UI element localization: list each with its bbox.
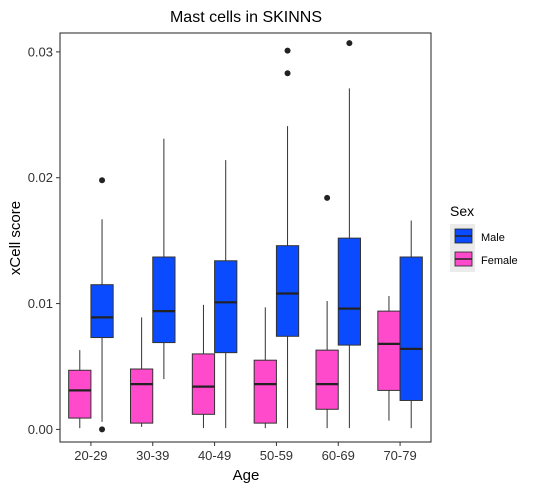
x-tick-label: 50-59 — [260, 448, 293, 463]
box-female — [315, 349, 339, 410]
outlier-point — [324, 194, 331, 201]
outlier-point — [99, 177, 106, 184]
plot-layer: 0.00 0.01 0.02 0.03 20-29 30-39 40-49 50-59 60-6… — [28, 40, 423, 463]
y-tick-label: 0.01 — [28, 296, 53, 311]
box-female — [129, 368, 154, 424]
chart-title: Mast cells in SKINNS — [170, 9, 322, 26]
outlier-point — [99, 426, 106, 433]
y-tick-label: 0.00 — [28, 422, 53, 437]
box-female — [191, 353, 216, 415]
legend-item-male: Male — [450, 224, 505, 249]
legend-label-male: Male — [481, 232, 505, 244]
box-female — [377, 310, 401, 391]
legend-label-female: Female — [481, 255, 518, 267]
x-tick-label: 30-39 — [136, 448, 169, 463]
box-female — [68, 369, 92, 419]
outlier-point — [284, 70, 291, 77]
x-axis-title: Age — [233, 467, 260, 484]
outlier-point — [346, 40, 353, 47]
box-female — [253, 359, 277, 424]
legend-title: Sex — [450, 203, 474, 219]
x-tick-label: 60-69 — [322, 448, 355, 463]
box-male — [214, 260, 238, 354]
box-male — [399, 256, 423, 401]
legend-item-female: Female — [450, 247, 518, 272]
y-axis-title: xCell score — [7, 201, 24, 275]
x-tick-label: 20-29 — [74, 448, 107, 463]
x-tick-label: 70-79 — [383, 448, 416, 463]
y-tick-label: 0.02 — [28, 170, 53, 185]
legend: Sex Male Female — [450, 203, 518, 272]
box-male — [90, 284, 114, 339]
x-tick-label: 40-49 — [198, 448, 231, 463]
box-male — [152, 256, 176, 344]
plot-panel — [59, 32, 432, 443]
box-male — [275, 245, 300, 337]
box-male — [337, 237, 362, 346]
y-tick-label: 0.03 — [28, 44, 53, 59]
outlier-point — [284, 47, 291, 54]
